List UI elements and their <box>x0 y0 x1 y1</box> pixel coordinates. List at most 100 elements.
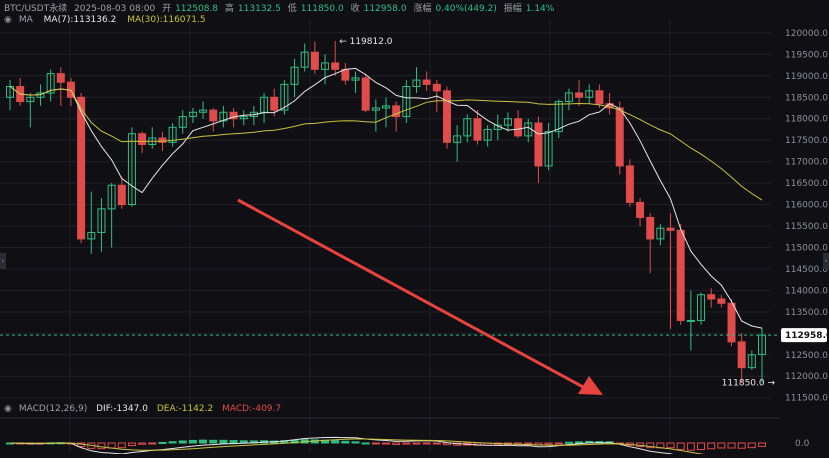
ma30-value: MA(30):116071.5 <box>127 15 206 25</box>
close-label: 收 <box>350 4 360 14</box>
macd-histogram-bar <box>107 442 116 449</box>
candle-body <box>747 354 756 369</box>
candle-body <box>351 77 360 81</box>
macd-histogram-bar <box>199 439 208 444</box>
macd-histogram-bar <box>747 442 756 449</box>
candle-body <box>666 227 675 231</box>
ma-indicator-label: MA <box>18 15 33 25</box>
y-tick-label: 116500.0 <box>785 179 828 189</box>
candle-body <box>625 165 634 203</box>
y-tick-label: 116000.0 <box>785 201 828 211</box>
ma-legend: ◉ MA MA(7):113136.2 MA(30):116071.5 <box>4 15 206 29</box>
high-annotation: ← 119812.0 <box>339 37 393 47</box>
y-tick-label: 120000.0 <box>785 29 828 39</box>
candle-body <box>188 111 197 118</box>
macd-histogram-bar <box>717 442 726 449</box>
y-tick-label: 115500.0 <box>785 222 828 232</box>
macd-histogram-bar <box>564 441 573 444</box>
macd-histogram-bar <box>686 442 695 451</box>
macd-histogram-bar <box>229 440 238 444</box>
candle-body <box>503 118 512 126</box>
macd-histogram-bar <box>412 442 421 445</box>
dea-line <box>9 438 737 458</box>
candle-body <box>717 298 726 304</box>
left-collapse-handle[interactable]: ‹ <box>0 253 6 269</box>
candle-body <box>463 118 472 137</box>
candle-body <box>636 201 645 218</box>
macd-histogram-bar <box>392 442 401 446</box>
macd-histogram-bar <box>341 440 350 444</box>
dea-value: DEA:-1142.2 <box>156 404 214 414</box>
y-tick-label: 114000.0 <box>785 286 828 296</box>
current-price-tag <box>781 328 827 343</box>
eye-icon[interactable]: ◉ <box>4 15 12 25</box>
y-tick-label: 115000.0 <box>785 243 828 253</box>
candle-body <box>697 294 706 321</box>
candle-body <box>239 116 248 120</box>
candle-body <box>300 51 309 68</box>
candle-body <box>514 118 523 137</box>
macd-histogram-bar <box>697 442 706 450</box>
candle-body <box>310 51 319 70</box>
high-value: 113132.5 <box>237 4 281 14</box>
candle-body <box>270 96 279 111</box>
candle-body <box>585 90 594 98</box>
low-label: 低 <box>287 4 297 14</box>
candle-body <box>219 111 228 122</box>
macd-histogram-bar <box>148 442 157 445</box>
candle-body <box>422 79 431 85</box>
macd-histogram-bar <box>727 442 736 449</box>
y-tick-label: 118000.0 <box>785 115 828 125</box>
amplitude-label: 振幅 <box>503 4 522 14</box>
candle-body <box>412 79 421 88</box>
candle-body <box>87 231 96 240</box>
candle-body <box>46 73 55 94</box>
symbol-label: BTC/USDT永续 <box>4 4 68 14</box>
dif-value: DIF:-1347.0 <box>96 404 148 414</box>
macd-legend: ◉ MACD(12,26,9) DIF:-1347.0 DEA:-1142.2 … <box>4 404 281 418</box>
candle-body <box>56 73 65 83</box>
candle-body <box>138 133 147 145</box>
candle-body <box>595 90 604 105</box>
open-label: 开 <box>162 4 172 14</box>
candle-body <box>432 83 441 92</box>
macd-histogram-bar <box>666 442 675 449</box>
low-annotation: 111850.0 → <box>722 379 776 389</box>
macd-histogram-bar <box>239 440 248 444</box>
candle-body <box>575 92 584 98</box>
candle-body <box>544 131 553 167</box>
candle-body <box>117 184 126 206</box>
macd-histogram-bar <box>524 442 533 445</box>
candle-body <box>26 96 35 103</box>
change-value: 0.40%(449.2) <box>435 4 497 14</box>
high-label: 高 <box>224 4 234 14</box>
macd-histogram-bar <box>371 442 380 445</box>
trend-arrow-head <box>578 376 603 395</box>
macd-histogram-bar <box>707 442 716 450</box>
candle-body <box>534 122 543 167</box>
amplitude-value: 1.14% <box>525 4 555 14</box>
ma30-line <box>9 86 763 201</box>
macd-histogram-bar <box>575 441 584 444</box>
candle-body <box>382 105 390 109</box>
dif-line <box>9 436 687 458</box>
y-tick-label: 112000.0 <box>785 372 828 382</box>
right-collapse-handle[interactable]: › <box>823 253 829 269</box>
y-tick-label: 119000.0 <box>785 72 828 82</box>
y-tick-label: 113500.0 <box>785 308 828 318</box>
candle-body <box>127 133 136 206</box>
macd-histogram-bar <box>209 439 218 444</box>
macd-histogram-bar <box>676 442 685 450</box>
y-tick-label: 112500.0 <box>785 351 828 361</box>
macd-histogram-bar <box>97 442 106 450</box>
macd-histogram-bar <box>117 442 126 449</box>
candle-body <box>77 96 86 240</box>
candle-body <box>199 109 208 113</box>
candle-body <box>453 135 462 143</box>
macd-histogram-bar <box>554 442 563 445</box>
candle-body <box>168 126 177 143</box>
eye-icon[interactable]: ◉ <box>4 404 12 414</box>
close-value: 112958.0 <box>363 4 407 14</box>
